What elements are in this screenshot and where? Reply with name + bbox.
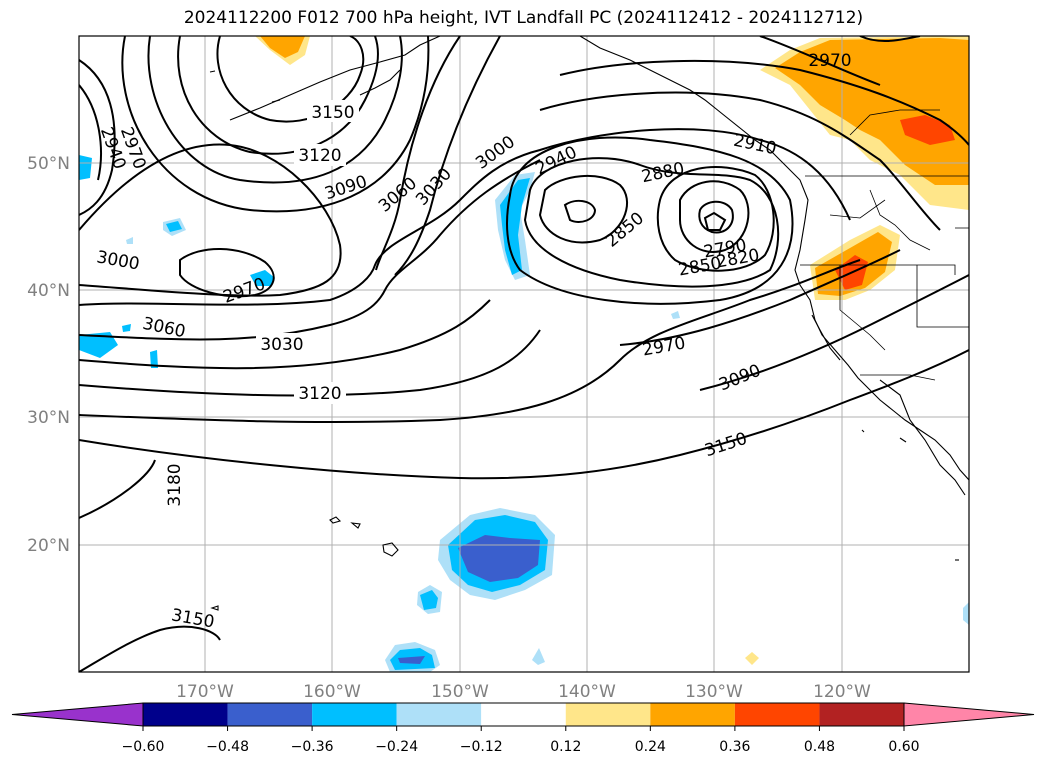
lon-label: 150°W bbox=[431, 682, 489, 702]
contour-label: 3090 bbox=[716, 361, 764, 396]
contour-label: 3000 bbox=[95, 247, 141, 274]
latitude-labels: 50°N 40°N 30°N 20°N bbox=[27, 154, 70, 556]
colorbar-extend-right bbox=[903, 702, 1035, 727]
colorbar-box bbox=[481, 703, 566, 726]
coastlines bbox=[209, 36, 969, 611]
colorbar-box bbox=[819, 703, 904, 726]
contour-label: 2970 bbox=[808, 51, 851, 71]
contour-label: 3120 bbox=[298, 146, 341, 166]
colorbar bbox=[11, 702, 1035, 727]
colorbar-tick-label: −0.24 bbox=[375, 739, 418, 755]
lat-label: 30°N bbox=[27, 408, 70, 428]
colorbar-tick-label: 0.24 bbox=[635, 739, 666, 755]
colorbar-ticks: −0.60 −0.48 −0.36 −0.24 −0.12 0.12 0.24 0.36 0.4… bbox=[122, 726, 920, 755]
gridlines bbox=[79, 36, 969, 672]
colorbar-extend-left bbox=[11, 702, 144, 727]
colorbar-box bbox=[565, 703, 651, 726]
colorbar-frame bbox=[142, 702, 905, 727]
lon-label: 130°W bbox=[685, 682, 743, 702]
contour-label: 2970 bbox=[641, 333, 687, 360]
contour-label: 3150 bbox=[311, 103, 354, 123]
longitude-labels: 170°W 160°W 150°W 140°W 130°W 120°W bbox=[176, 682, 871, 702]
colorbar-box bbox=[650, 703, 735, 726]
contour-label: 3150 bbox=[702, 429, 749, 461]
contour-label: 3120 bbox=[298, 384, 341, 404]
plot-frame bbox=[78, 35, 970, 673]
map-title: 2024112200 F012 700 hPa height, IVT Land… bbox=[183, 8, 864, 28]
colorbar-box bbox=[396, 703, 482, 726]
contour-label: 2850 bbox=[677, 253, 723, 280]
contour-label: 3030 bbox=[260, 335, 303, 355]
ivt-shading bbox=[79, 36, 969, 672]
colorbar-tick-label: 0.36 bbox=[719, 739, 750, 755]
colorbar-box bbox=[143, 703, 228, 726]
lon-label: 120°W bbox=[813, 682, 871, 702]
lat-label: 50°N bbox=[27, 154, 70, 174]
contour-label: 3180 bbox=[165, 463, 185, 506]
lat-label: 20°N bbox=[27, 536, 70, 556]
colorbar-tick-label: −0.48 bbox=[206, 739, 249, 755]
colorbar-tick-label: −0.12 bbox=[460, 739, 503, 755]
lon-label: 160°W bbox=[303, 682, 361, 702]
colorbar-tick-label: −0.60 bbox=[122, 739, 165, 755]
colorbar-box bbox=[227, 703, 313, 726]
colorbar-box bbox=[734, 703, 820, 726]
colorbar-box bbox=[312, 703, 397, 726]
contour-label: 2940 bbox=[533, 142, 581, 179]
lat-label: 40°N bbox=[27, 281, 70, 301]
lon-label: 140°W bbox=[558, 682, 616, 702]
contour-label: 2970 bbox=[221, 274, 268, 308]
height-contours bbox=[79, 36, 969, 672]
contour-label: 3000 bbox=[472, 132, 519, 174]
colorbar-tick-label: 0.48 bbox=[804, 739, 835, 755]
contour-label: 2910 bbox=[732, 131, 778, 160]
contour-label: 3150 bbox=[170, 605, 216, 632]
colorbar-tick-label: 0.60 bbox=[888, 739, 919, 755]
lon-label: 170°W bbox=[176, 682, 234, 702]
colorbar-tick-label: 0.12 bbox=[550, 739, 581, 755]
colorbar-tick-label: −0.36 bbox=[291, 739, 334, 755]
